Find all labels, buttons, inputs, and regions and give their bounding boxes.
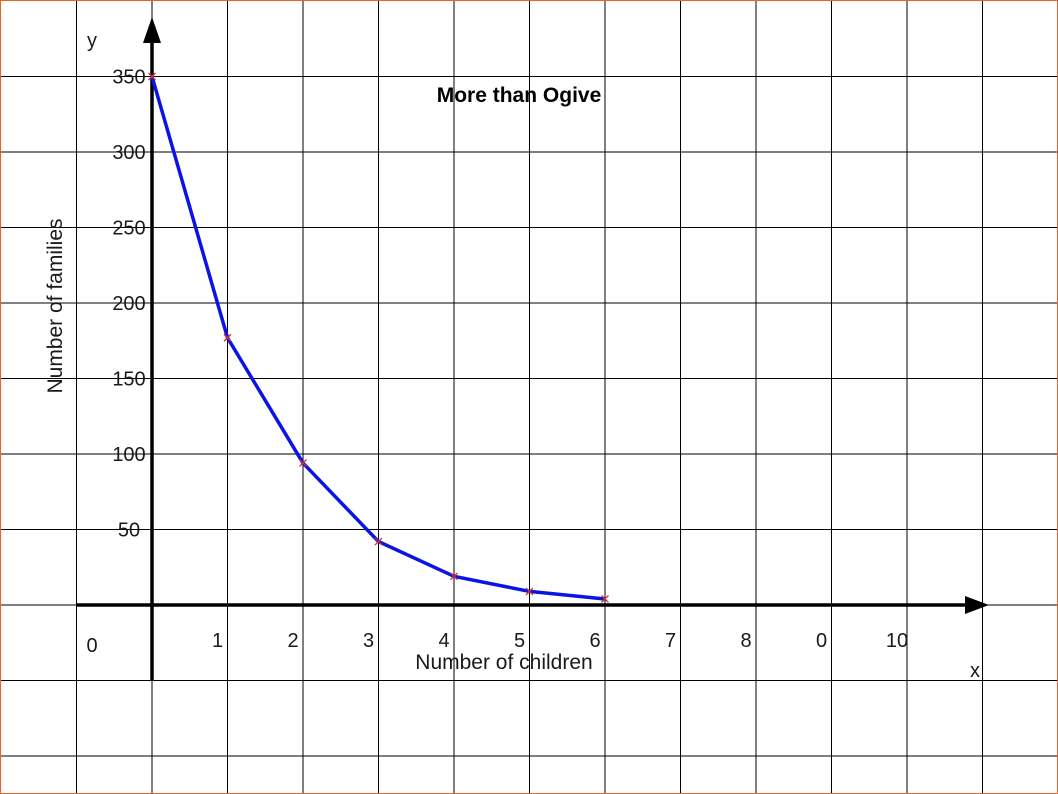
x-axis-letter: x	[970, 660, 980, 682]
data-point-marker	[450, 572, 458, 581]
y-tick-labels: 50 100 150 200 250 300 350	[112, 67, 145, 542]
y-tick-label: 250	[112, 218, 145, 240]
x-tick-label: 1	[212, 630, 223, 652]
y-tick-label: 350	[112, 67, 145, 89]
chart-title: More than Ogive	[437, 84, 602, 107]
x-tick-label: 2	[287, 630, 298, 652]
x-tick-label: 7	[665, 630, 676, 652]
x-tick-labels: 1 2 3 4 5 6 7 8 0 10	[212, 630, 908, 652]
x-tick-label: 6	[589, 630, 600, 652]
y-axis-arrow	[143, 17, 161, 43]
data-point-marker	[525, 587, 534, 596]
data-point-marker	[148, 72, 156, 81]
y-axis-letter: y	[87, 30, 97, 52]
origin-label: 0	[86, 635, 97, 657]
axes	[76, 17, 989, 681]
x-axis-arrow	[965, 596, 989, 614]
data-point-marker	[223, 333, 232, 342]
x-tick-label: 8	[740, 630, 751, 652]
data-point-marker	[374, 537, 383, 546]
y-tick-label: 300	[112, 142, 145, 164]
x-tick-label: 3	[363, 630, 374, 652]
x-tick-label: 4	[438, 630, 449, 652]
y-tick-label: 150	[112, 369, 145, 391]
series-group	[148, 72, 609, 603]
x-tick-label: 5	[514, 630, 525, 652]
y-tick-label: 200	[112, 293, 145, 315]
y-tick-label: 100	[112, 444, 145, 466]
x-tick-label: 0	[816, 630, 827, 652]
y-axis-title: Number of families	[44, 218, 67, 393]
x-tick-label: 10	[886, 630, 908, 652]
data-point-marker	[299, 459, 307, 468]
x-axis-title: Number of children	[415, 651, 592, 674]
y-tick-label: 50	[118, 520, 140, 542]
data-point-marker	[601, 595, 609, 603]
